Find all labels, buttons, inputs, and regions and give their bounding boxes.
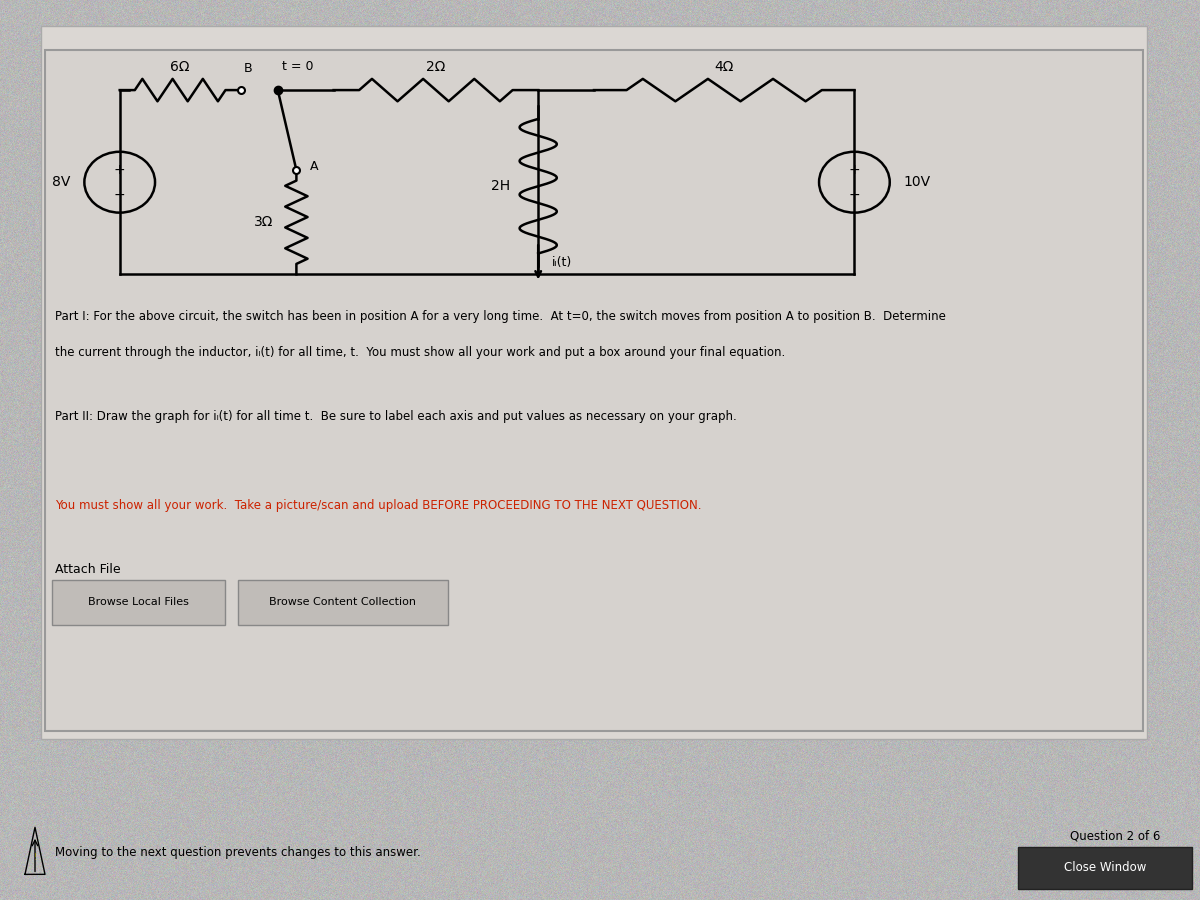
Text: the current through the inductor, iₗ(t) for all time, t.  You must show all your: the current through the inductor, iₗ(t) … <box>55 346 785 359</box>
FancyBboxPatch shape <box>238 580 448 626</box>
Text: 8V: 8V <box>52 176 71 189</box>
FancyBboxPatch shape <box>46 50 1142 731</box>
Text: Part I: For the above circuit, the switch has been in position A for a very long: Part I: For the above circuit, the switc… <box>55 310 946 323</box>
Text: +: + <box>114 163 126 177</box>
Text: Question 2 of 6: Question 2 of 6 <box>1070 830 1160 843</box>
Text: iₗ(t): iₗ(t) <box>552 256 572 269</box>
Text: You must show all your work.  Take a picture/scan and upload BEFORE PROCEEDING T: You must show all your work. Take a pict… <box>55 499 701 511</box>
Text: Browse Local Files: Browse Local Files <box>88 597 188 607</box>
Text: 2H: 2H <box>492 179 510 194</box>
Text: 2Ω: 2Ω <box>426 60 445 74</box>
Text: B: B <box>244 62 252 76</box>
Text: Attach File: Attach File <box>55 562 120 576</box>
Text: 3Ω: 3Ω <box>254 215 274 230</box>
Text: Part II: Draw the graph for iₗ(t) for all time t.  Be sure to label each axis an: Part II: Draw the graph for iₗ(t) for al… <box>55 410 737 424</box>
FancyBboxPatch shape <box>52 580 224 626</box>
Text: −: − <box>114 187 126 202</box>
Text: A: A <box>311 160 319 173</box>
Text: Browse Content Collection: Browse Content Collection <box>270 597 416 607</box>
FancyBboxPatch shape <box>41 26 1147 739</box>
Text: Moving to the next question prevents changes to this answer.: Moving to the next question prevents cha… <box>55 847 421 860</box>
Text: Close Window: Close Window <box>1064 861 1146 875</box>
Text: t = 0: t = 0 <box>282 60 314 73</box>
Text: −: − <box>848 187 860 202</box>
Text: 10V: 10V <box>904 176 931 189</box>
Text: 6Ω: 6Ω <box>170 60 190 74</box>
Text: 4Ω: 4Ω <box>714 60 734 74</box>
FancyBboxPatch shape <box>1018 847 1192 889</box>
Text: +: + <box>848 163 860 177</box>
Text: !: ! <box>34 852 37 861</box>
